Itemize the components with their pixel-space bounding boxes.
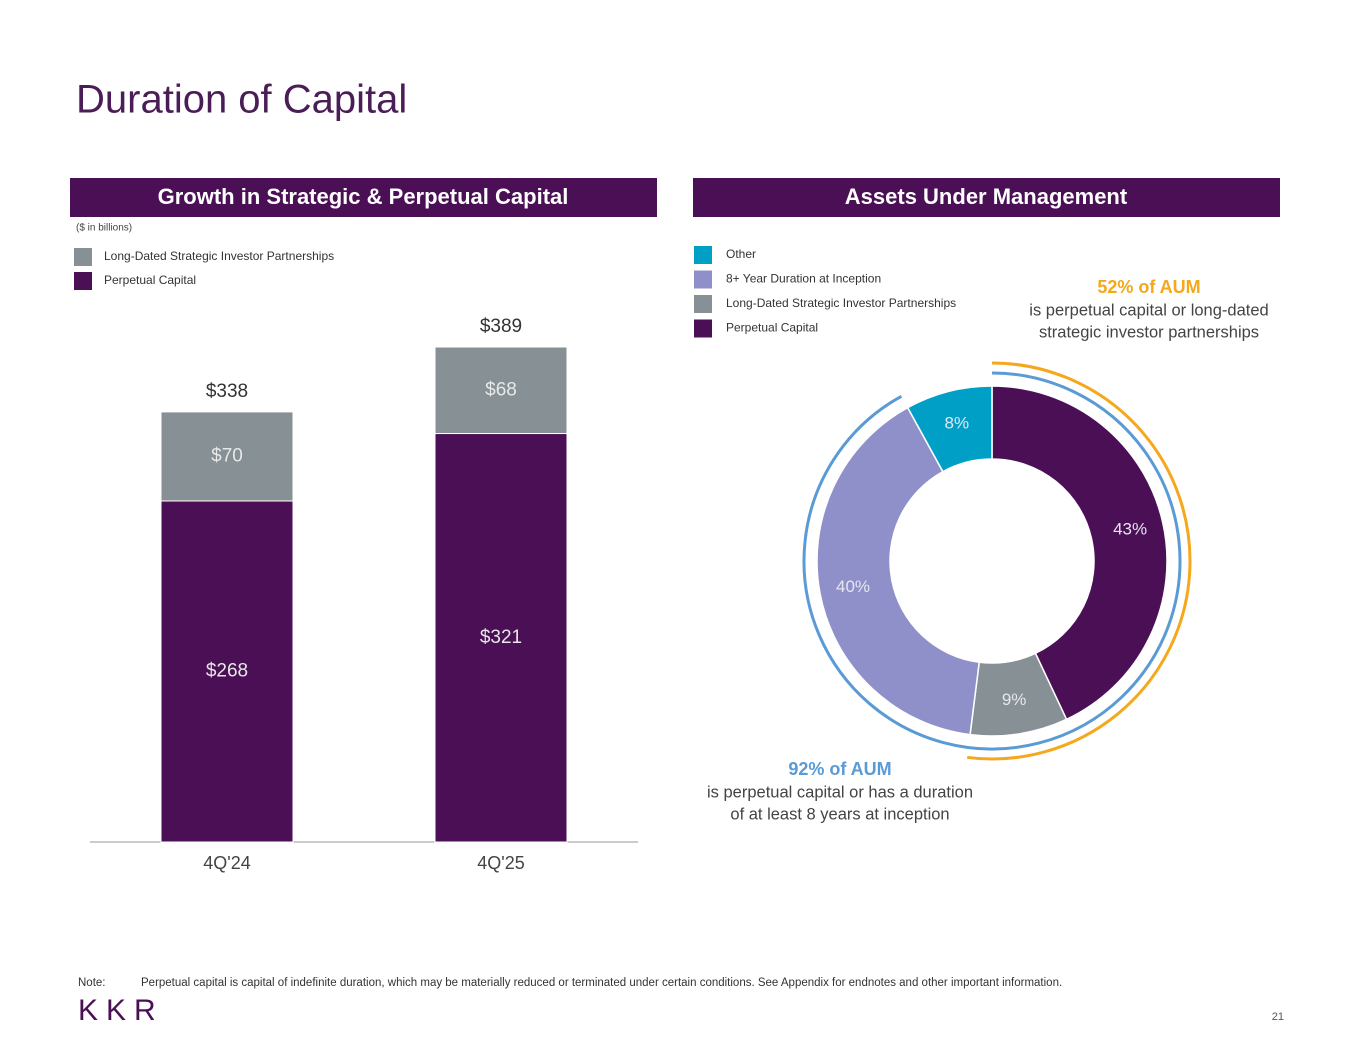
total-label: $338 (206, 381, 248, 402)
value-label: $70 (211, 445, 243, 466)
value-label: $68 (485, 379, 517, 400)
legend-label: Long-Dated Strategic Investor Partnershi… (726, 296, 956, 310)
annotation-text: of at least 8 years at inception (730, 805, 949, 823)
value-label: 43% (1113, 520, 1147, 539)
logo: KKR (78, 994, 164, 1027)
bar-segment (434, 346, 568, 435)
annotation-title: 92% of AUM (788, 759, 891, 779)
annotation-arc (802, 371, 1182, 751)
note-text: Perpetual capital is capital of indefini… (141, 977, 1062, 989)
legend-swatch (694, 270, 712, 289)
annotation-text: is perpetual capital or has a duration (707, 783, 973, 801)
annotation-text: strategic investor partnerships (1039, 323, 1259, 341)
legend-label: Perpetual Capital (726, 321, 818, 335)
bar-segment (160, 500, 294, 843)
header-bar (70, 178, 657, 217)
bar-segment (434, 433, 568, 843)
value-label: 9% (1002, 690, 1027, 709)
legend-label: Perpetual Capital (104, 273, 196, 287)
subtitle: ($ in billions) (76, 223, 132, 234)
annotation-arc (966, 361, 1192, 761)
total-label: $389 (480, 316, 522, 337)
page-number: 21 (1272, 1011, 1284, 1023)
legend-swatch (694, 319, 712, 338)
value-label: 8% (945, 413, 970, 432)
x-tick-label: 4Q'25 (477, 853, 524, 873)
legend-swatch (74, 248, 92, 266)
legend-swatch (694, 246, 712, 264)
chart-title: Growth in Strategic & Perpetual Capital (158, 184, 569, 209)
value-label: $321 (480, 627, 522, 648)
legend-label: 8+ Year Duration at Inception (726, 272, 881, 286)
donut-slice (816, 406, 981, 736)
value-label: 40% (836, 577, 870, 596)
annotation-title: 52% of AUM (1097, 277, 1200, 297)
legend-swatch (694, 295, 712, 313)
page-title: Duration of Capital (76, 78, 407, 122)
x-tick-label: 4Q'24 (203, 853, 250, 873)
legend-label: Long-Dated Strategic Investor Partnershi… (104, 249, 334, 263)
bar-segment (160, 411, 294, 502)
value-label: $268 (206, 661, 248, 682)
note-label: Note: (78, 977, 106, 989)
chart-title: Assets Under Management (845, 184, 1128, 209)
legend-swatch (74, 272, 92, 290)
header-bar (693, 178, 1280, 217)
annotation-text: is perpetual capital or long-dated (1029, 301, 1268, 319)
legend-label: Other (726, 247, 756, 261)
donut-slice (991, 385, 1168, 721)
donut-slice (906, 385, 993, 473)
